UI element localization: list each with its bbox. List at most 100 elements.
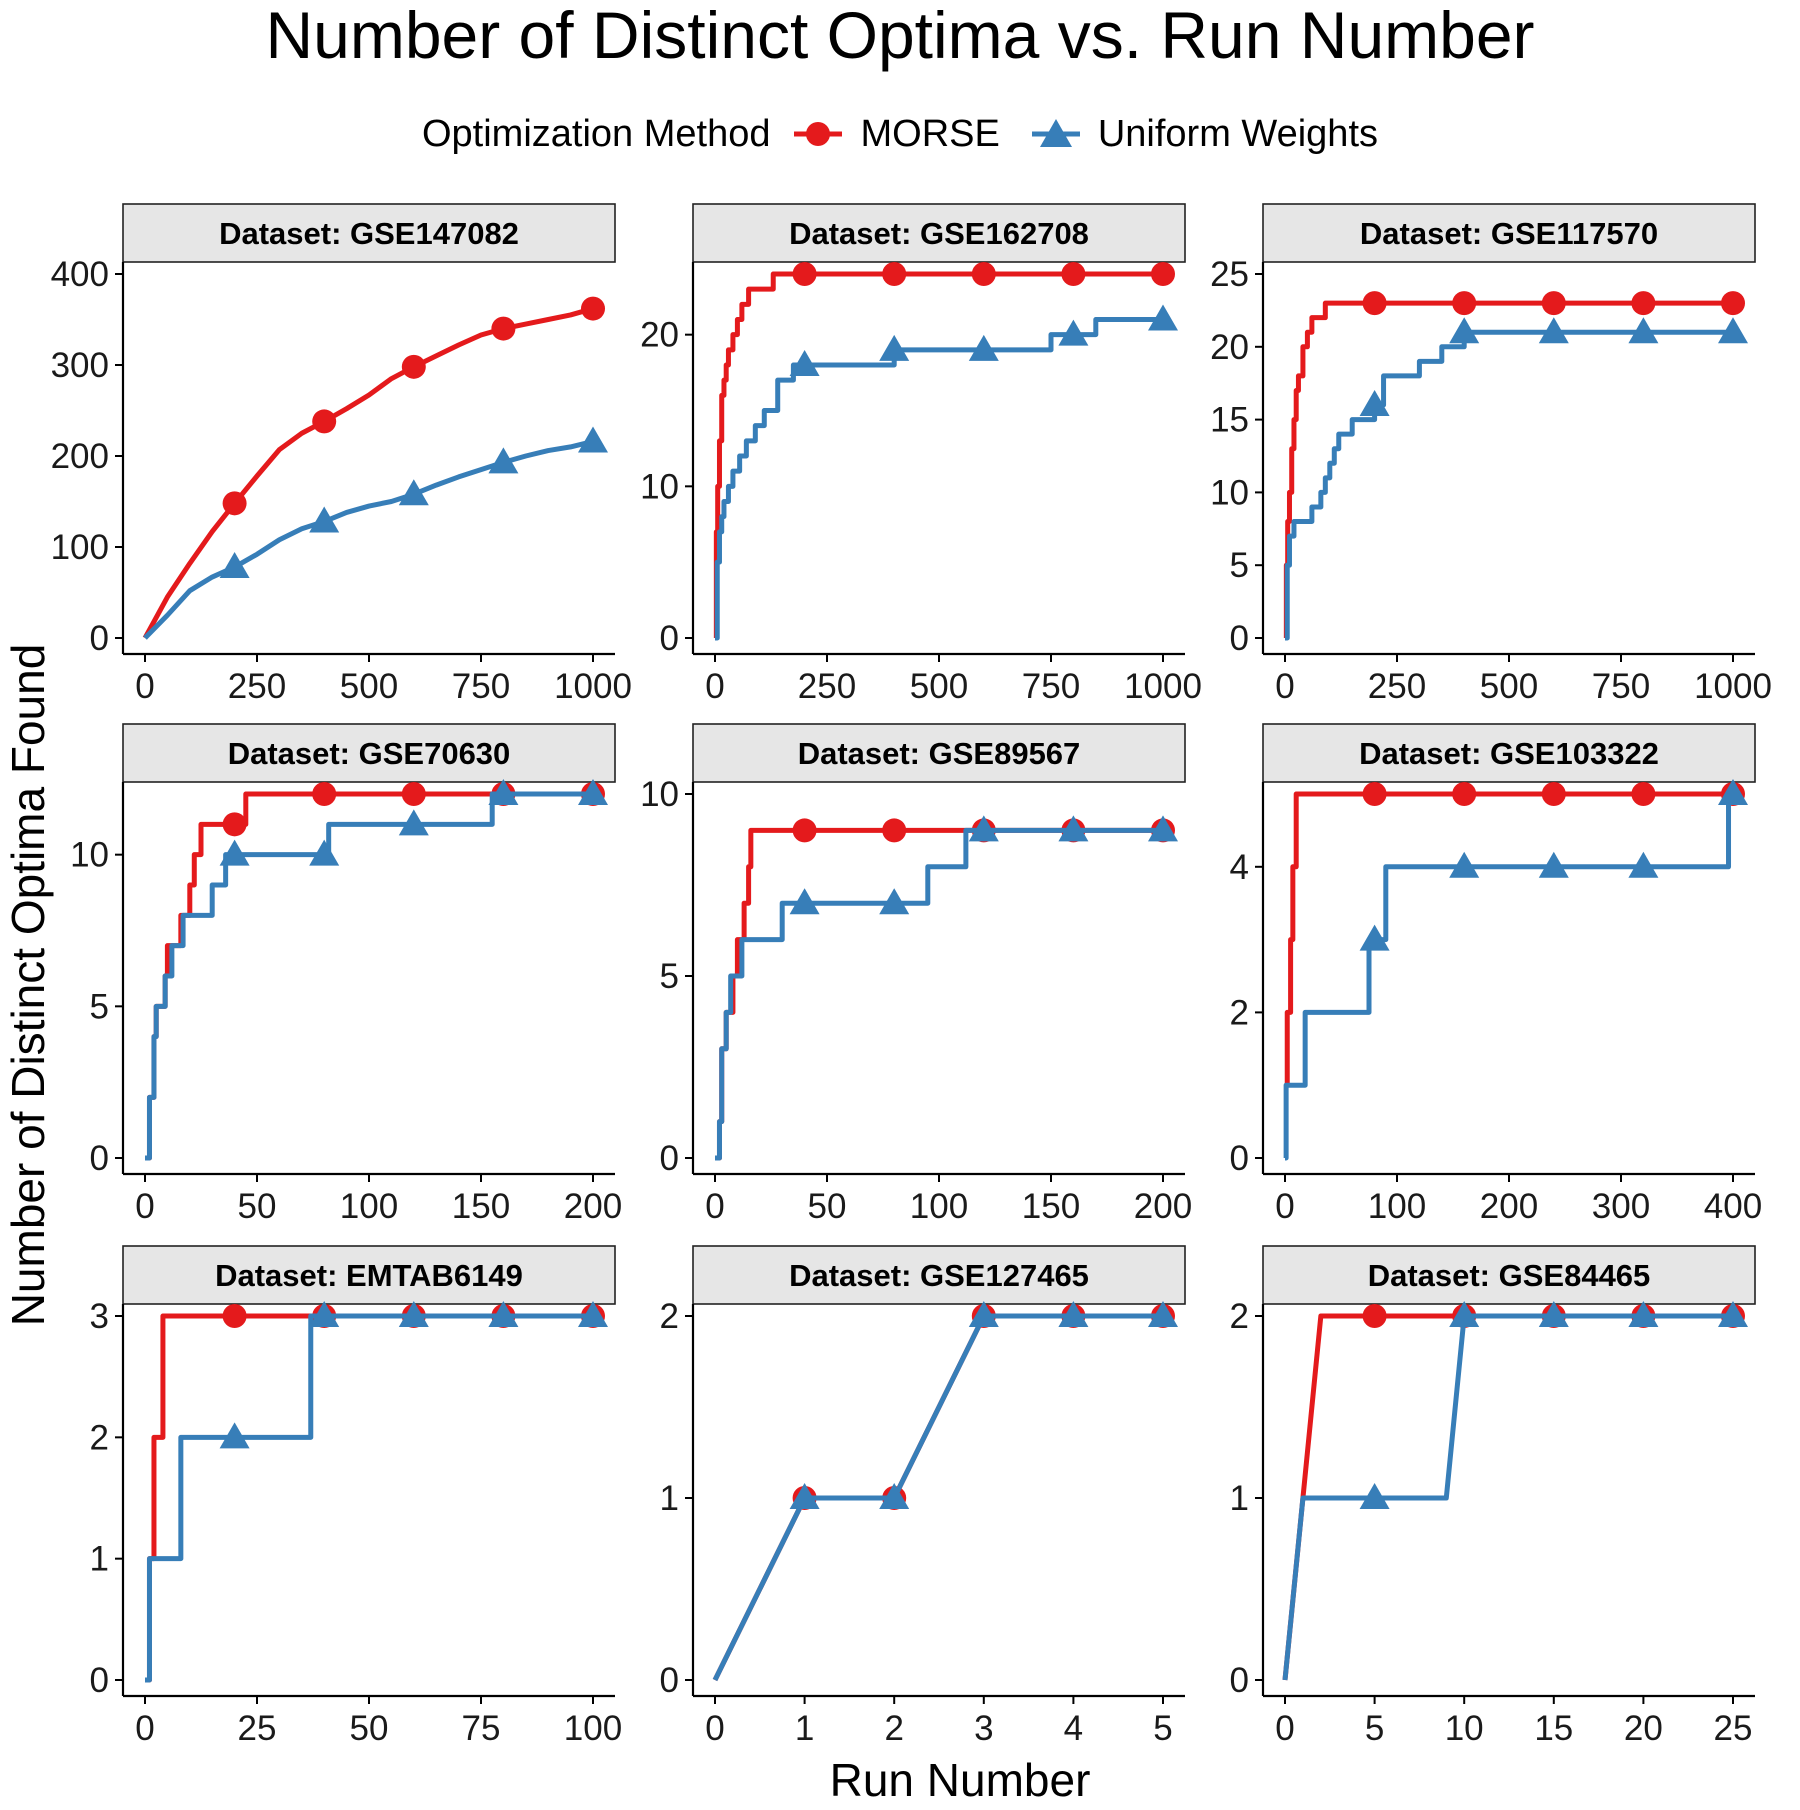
x-tick-label: 1 bbox=[795, 1709, 814, 1748]
y-tick-label: 0 bbox=[660, 1661, 679, 1700]
facet-strip-label: Dataset: GSE147082 bbox=[219, 216, 519, 251]
y-tick-label: 10 bbox=[640, 775, 679, 814]
data-point-uniform-weights bbox=[1058, 1301, 1089, 1327]
series-line-morse bbox=[712, 1313, 1163, 1682]
legend-title: Optimization Method bbox=[421, 112, 771, 155]
facet-strip-label: Dataset: GSE84465 bbox=[1368, 1258, 1651, 1293]
y-tick-label: 3 bbox=[90, 1297, 109, 1336]
data-point-uniform-weights bbox=[219, 839, 250, 866]
x-tick-label: 25 bbox=[1714, 1709, 1753, 1748]
data-point-morse bbox=[1362, 1304, 1387, 1328]
data-point-morse bbox=[1061, 262, 1086, 286]
y-tick-label: 0 bbox=[90, 1139, 109, 1178]
legend-item-morse: MORSE bbox=[792, 112, 1000, 156]
facet-strip bbox=[1262, 1245, 1756, 1305]
x-tick-label: 150 bbox=[1022, 1187, 1080, 1226]
x-tick-label: 250 bbox=[228, 667, 286, 706]
data-point-uniform-weights bbox=[879, 1483, 910, 1509]
data-point-morse bbox=[222, 812, 247, 837]
x-tick-label: 0 bbox=[705, 667, 724, 706]
data-point-uniform-weights bbox=[398, 1301, 429, 1327]
data-point-uniform-weights bbox=[1449, 317, 1480, 344]
y-tick-label: 200 bbox=[51, 437, 109, 476]
data-point-uniform-weights bbox=[1628, 851, 1659, 878]
data-point-morse bbox=[401, 782, 426, 806]
facet-strip bbox=[122, 723, 616, 783]
y-tick-label: 0 bbox=[1230, 619, 1249, 658]
x-tick-label: 75 bbox=[462, 1709, 501, 1748]
data-point-uniform-weights bbox=[1628, 317, 1659, 344]
y-tick-label: 10 bbox=[1210, 473, 1249, 512]
data-point-uniform-weights bbox=[1449, 851, 1480, 878]
data-point-morse bbox=[1721, 291, 1745, 316]
x-tick-label: 50 bbox=[350, 1709, 389, 1748]
data-point-morse bbox=[971, 262, 996, 286]
y-tick-label: 400 bbox=[51, 255, 109, 294]
x-tick-label: 0 bbox=[1275, 1187, 1294, 1226]
legend-label-morse: MORSE bbox=[860, 112, 1000, 155]
data-point-morse bbox=[1452, 291, 1477, 316]
x-tick-label: 0 bbox=[705, 1709, 724, 1748]
data-point-morse bbox=[312, 409, 337, 434]
facet-strip bbox=[692, 203, 1186, 263]
data-point-uniform-weights bbox=[1359, 390, 1390, 417]
facet-panel: Dataset: EMTAB6149 0 1 2 3 0 25 50 75 100 bbox=[90, 1245, 622, 1748]
data-point-uniform-weights bbox=[309, 1301, 340, 1327]
legend-item-uniform-weights: Uniform Weights bbox=[1030, 113, 1378, 156]
series-line-uniform-weights bbox=[1282, 1313, 1733, 1681]
series-line-uniform-weights bbox=[143, 439, 594, 640]
x-tick-label: 100 bbox=[1368, 1187, 1426, 1226]
legend-label-uniform-weights: Uniform Weights bbox=[1097, 112, 1379, 155]
legend-key-circle-icon bbox=[794, 122, 843, 146]
facet-strip-label: Dataset: GSE70630 bbox=[228, 736, 511, 771]
data-point-uniform-weights bbox=[1718, 317, 1748, 344]
data-point-uniform-weights bbox=[1148, 304, 1178, 331]
data-point-morse bbox=[1541, 782, 1566, 806]
y-tick-label: 2 bbox=[1230, 993, 1249, 1032]
data-point-uniform-weights bbox=[1058, 815, 1089, 842]
y-tick-label: 300 bbox=[51, 346, 109, 385]
facet-strip-label: Dataset: GSE127465 bbox=[789, 1258, 1089, 1293]
y-tick-label: 0 bbox=[660, 1139, 679, 1178]
data-point-uniform-weights bbox=[1538, 317, 1569, 344]
data-point-morse bbox=[222, 1304, 247, 1328]
data-point-uniform-weights bbox=[1538, 1301, 1569, 1327]
x-tick-label: 250 bbox=[798, 667, 856, 706]
facet-strip bbox=[122, 203, 616, 263]
data-point-morse bbox=[312, 782, 337, 806]
x-tick-label: 500 bbox=[340, 667, 398, 706]
data-point-uniform-weights bbox=[398, 479, 429, 506]
data-point-morse bbox=[1631, 782, 1656, 806]
data-point-morse bbox=[581, 296, 605, 321]
data-point-morse bbox=[1541, 291, 1566, 316]
y-tick-label: 1 bbox=[1230, 1479, 1249, 1518]
data-point-uniform-weights bbox=[1718, 779, 1748, 805]
data-point-morse bbox=[1151, 262, 1175, 286]
data-point-morse bbox=[882, 262, 907, 286]
data-point-morse bbox=[792, 262, 817, 286]
data-point-morse bbox=[1362, 291, 1387, 316]
facet-panel: Dataset: GSE147082 0 100 200 300 400 0 250 500 75… bbox=[51, 203, 632, 706]
y-tick-label: 2 bbox=[90, 1418, 109, 1457]
series-line-uniform-weights bbox=[715, 827, 1163, 1161]
data-point-uniform-weights bbox=[879, 334, 910, 361]
data-point-uniform-weights bbox=[488, 447, 519, 474]
data-point-uniform-weights bbox=[219, 1422, 250, 1449]
legend: Optimization Method MORSE Uniform Weight… bbox=[0, 108, 1800, 160]
data-point-uniform-weights bbox=[578, 1301, 608, 1327]
x-tick-label: 100 bbox=[564, 1709, 622, 1748]
x-tick-label: 0 bbox=[1275, 667, 1294, 706]
data-point-uniform-weights bbox=[1359, 924, 1390, 951]
facet-strip bbox=[1262, 723, 1756, 783]
x-tick-label: 750 bbox=[1592, 667, 1650, 706]
data-point-uniform-weights bbox=[398, 809, 429, 836]
x-tick-label: 300 bbox=[1592, 1187, 1650, 1226]
data-point-morse bbox=[401, 354, 426, 379]
data-point-uniform-weights bbox=[1718, 1301, 1748, 1327]
data-point-uniform-weights bbox=[1058, 319, 1089, 346]
y-tick-label: 1 bbox=[90, 1540, 109, 1579]
series-line-uniform-weights bbox=[1284, 329, 1733, 641]
